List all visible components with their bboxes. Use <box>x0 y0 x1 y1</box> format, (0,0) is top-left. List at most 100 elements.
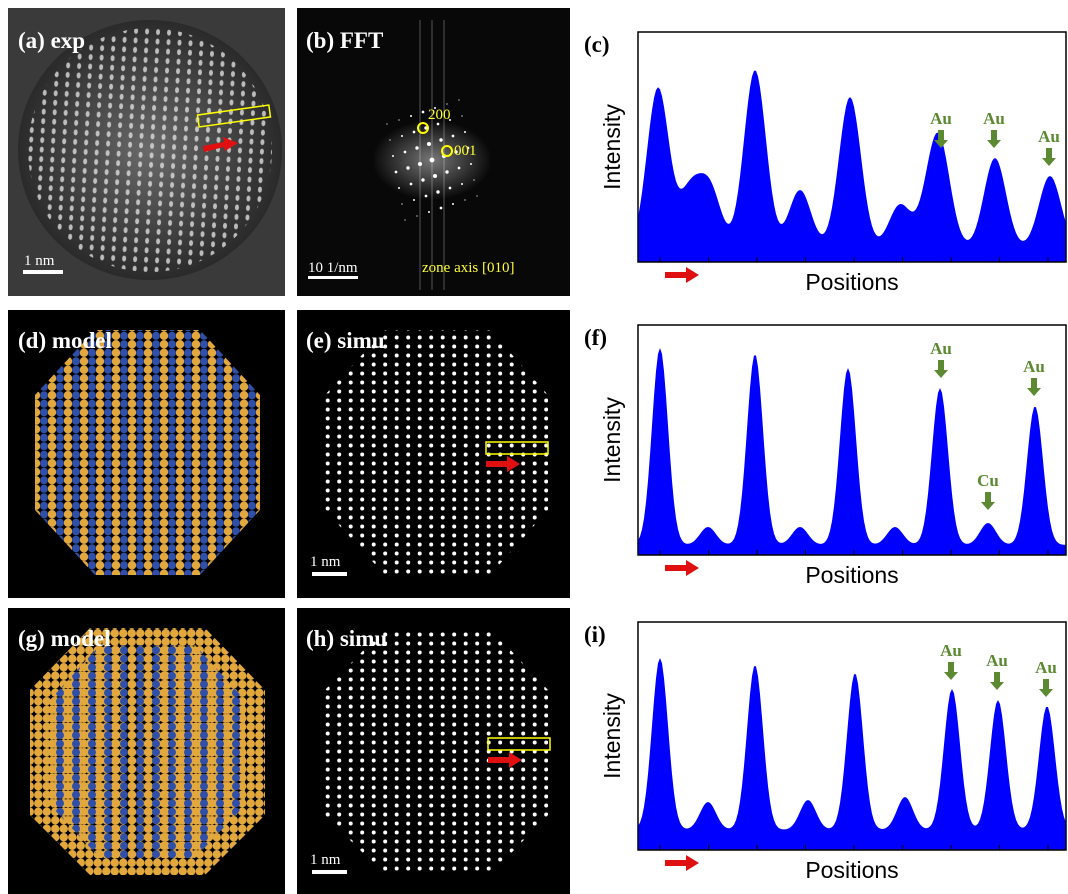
fft-spot <box>401 203 403 205</box>
model-core <box>50 645 245 858</box>
plot-frame <box>637 324 1067 556</box>
arrow <box>665 855 699 871</box>
y-axis-label: Intensity <box>599 104 625 190</box>
scale-label: 1 nm <box>310 852 341 868</box>
spot-label: 001 <box>454 143 477 159</box>
peak-label: Au <box>986 651 1008 670</box>
peak-arrow <box>981 492 995 510</box>
x-axis-label: Positions <box>805 857 898 883</box>
fft-spot <box>394 170 398 174</box>
fft-spot <box>415 146 419 150</box>
y-axis-label: Intensity <box>599 693 625 779</box>
spot-label: 200 <box>428 107 451 123</box>
peak-label: Au <box>930 339 952 358</box>
peak-arrow <box>934 130 948 148</box>
fft-spot <box>436 190 440 194</box>
peak-label: Au <box>1035 658 1057 677</box>
fft-spot <box>464 131 466 133</box>
scale-bar <box>308 276 358 279</box>
simulated-lattice <box>325 330 548 575</box>
fft-spot <box>432 173 438 179</box>
peak-label: Au <box>1038 127 1060 146</box>
peak-label: Au <box>940 641 962 660</box>
fft-spot <box>439 206 443 210</box>
spot-marker <box>441 145 453 157</box>
fft-spot <box>464 199 466 201</box>
fft-spot <box>461 183 463 185</box>
fft-spot <box>403 150 407 154</box>
panel-label: (b) FFT <box>306 28 383 53</box>
fft-spot <box>417 161 423 167</box>
spot-marker <box>417 122 429 134</box>
fft-spot <box>424 126 428 130</box>
fft-spot <box>476 195 478 197</box>
peak-arrow <box>934 360 948 378</box>
fft-spot <box>466 146 470 150</box>
model-particle <box>35 330 260 575</box>
scale-label: 1 nm <box>310 554 341 570</box>
fft-spot <box>413 199 415 201</box>
arrow <box>665 267 699 283</box>
profile <box>638 70 1066 262</box>
fft-spot <box>473 179 475 181</box>
panel-label: (d) model <box>18 328 112 353</box>
fft-spot <box>436 122 440 126</box>
fft-spot <box>449 119 451 121</box>
fft-spot <box>451 134 455 138</box>
fft-spot <box>457 166 461 170</box>
fft-spot <box>416 215 418 217</box>
y-axis-label: Intensity <box>599 397 625 483</box>
panel-label: (e) simu <box>306 328 385 353</box>
roi-box <box>485 441 549 455</box>
peak-arrow <box>990 672 1004 690</box>
fft-spot <box>421 110 425 114</box>
zone-axis: zone axis [010] <box>422 260 514 276</box>
profiles: (c) Intensity Positions Au Au Au (f) Intensity P… <box>584 31 1067 883</box>
roi-box <box>487 737 551 751</box>
arrow <box>486 456 520 472</box>
peak-arrow <box>944 662 958 680</box>
scale-bar <box>312 572 347 576</box>
fft-spot <box>458 99 460 101</box>
profile <box>638 348 1066 555</box>
panel-label: (a) exp <box>18 28 85 53</box>
peak-label: Au <box>983 109 1005 128</box>
arrow <box>203 137 238 152</box>
scale-label: 1 nm <box>24 253 55 269</box>
panel-label: (i) <box>584 622 606 647</box>
x-axis-label: Positions <box>805 269 898 295</box>
x-axis-label: Positions <box>805 562 898 588</box>
panel-label: (c) <box>584 32 610 57</box>
scale-bar <box>312 870 347 874</box>
fft-spot <box>461 115 463 117</box>
fft-spot <box>429 157 435 163</box>
peak-label: Au <box>930 109 952 128</box>
scale-bar <box>23 270 63 274</box>
fft-spot <box>401 135 403 137</box>
fft-spot <box>426 141 432 147</box>
plot-frame <box>637 31 1067 263</box>
fft-spots <box>386 99 478 221</box>
panel-label: (f) <box>584 325 607 350</box>
lattice <box>28 28 272 272</box>
fft-spot <box>406 166 410 170</box>
fft-spot <box>439 138 443 142</box>
profile <box>638 658 1066 850</box>
peak-label: Cu <box>977 471 999 490</box>
fft-spot <box>446 103 448 105</box>
fft-spot <box>445 170 449 174</box>
plot-frame <box>637 621 1067 851</box>
scale-label: 10 1/nm <box>308 260 358 276</box>
peak-arrow <box>1027 378 1041 396</box>
fft-spot <box>398 119 400 121</box>
panel-label: (g) model <box>18 626 111 651</box>
peak-label: Au <box>1023 357 1045 376</box>
panel-label: (h) simu <box>306 626 387 651</box>
fft-spot <box>470 163 472 165</box>
fft-spot <box>404 219 406 221</box>
fft-spot <box>434 107 436 109</box>
peak-arrow <box>1042 148 1056 166</box>
fft-spot <box>428 211 430 213</box>
peak-arrow <box>1039 679 1053 697</box>
